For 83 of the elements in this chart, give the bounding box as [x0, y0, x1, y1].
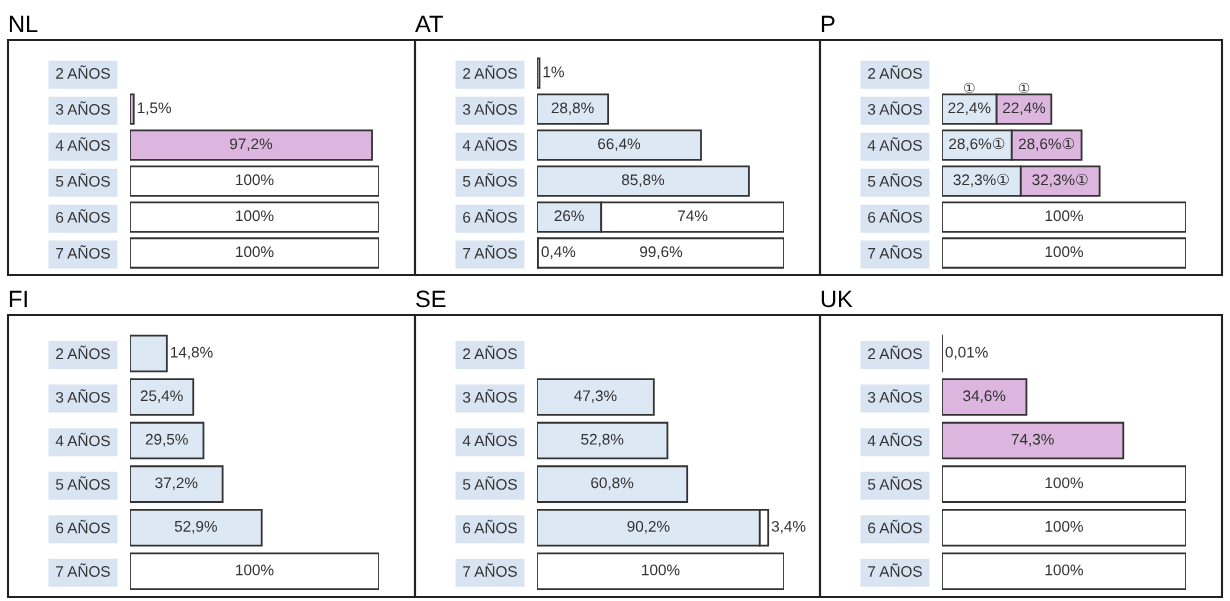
data-label: 32,3%① [1032, 173, 1088, 187]
y-tick-label: 5 AÑOS [55, 476, 110, 490]
data-label: 29,5% [145, 433, 188, 447]
data-label: 32,3%① [953, 173, 1009, 187]
y-tick-label: 3 AÑOS [462, 389, 517, 403]
chart-title: FI [9, 290, 27, 308]
data-label: 100% [1045, 477, 1083, 489]
y-tick-label: 3 AÑOS [867, 101, 922, 115]
chart-title: NL [9, 15, 38, 33]
y-tick-label: 6 AÑOS [463, 209, 517, 223]
chart-title: P [821, 15, 835, 33]
data-label: 22,4% [948, 102, 991, 116]
y-tick-label: 7 AÑOS [56, 563, 110, 577]
y-tick-label: 2 AÑOS [868, 345, 922, 360]
chart-title: UK [821, 290, 853, 308]
y-tick-label: 7 AÑOS [463, 563, 517, 577]
y-tick-label: 7 AÑOS [56, 245, 110, 259]
data-label: 85,8% [621, 174, 665, 187]
y-tick-label: 4 AÑOS [55, 137, 110, 151]
y-tick-label: 3 AÑOS [55, 101, 110, 115]
data-label: 0,4% [541, 246, 576, 259]
data-label: 14,8% [171, 346, 213, 360]
y-tick-label: 5 AÑOS [462, 173, 517, 187]
y-tick-label: 3 AÑOS [867, 389, 922, 403]
y-tick-label: 6 AÑOS [463, 519, 517, 534]
data-label: 37,2% [155, 477, 198, 491]
y-tick-label: 4 AÑOS [462, 432, 517, 447]
y-tick-label: 7 AÑOS [463, 245, 517, 259]
data-label: 60,8% [591, 477, 634, 491]
y-tick-label: 2 AÑOS [56, 345, 110, 360]
y-tick-label: 3 AÑOS [462, 101, 517, 115]
data-label: 100% [236, 210, 274, 222]
data-label: 1,5% [137, 102, 171, 116]
y-tick-label: 2 AÑOS [463, 65, 517, 79]
y-tick-label: 4 AÑOS [55, 432, 110, 447]
data-label: 74% [678, 210, 708, 222]
y-tick-label: 5 AÑOS [867, 173, 922, 187]
data-label: 26% [554, 210, 584, 222]
data-label: 100% [236, 246, 274, 258]
annotation: ① [964, 82, 975, 94]
data-label: 28,8% [551, 102, 594, 116]
data-label: 99,6% [640, 246, 683, 259]
data-label: 100% [236, 564, 274, 576]
chart-title: SE [416, 290, 446, 308]
data-label: 47,3% [574, 390, 617, 403]
y-tick-label: 4 AÑOS [867, 432, 922, 447]
y-tick-label: 6 AÑOS [868, 209, 922, 223]
data-label: 66,4% [598, 138, 641, 152]
data-label: 0,01% [945, 346, 988, 360]
data-label: 3,4% [771, 520, 806, 534]
data-label: 90,2% [627, 520, 670, 534]
data-label: 28,6%① [949, 137, 1005, 152]
y-tick-label: 2 AÑOS [868, 65, 922, 79]
data-label: 25,4% [140, 390, 183, 403]
data-label: 97,2% [230, 138, 273, 152]
y-tick-label: 7 AÑOS [868, 563, 922, 577]
data-label: 100% [1045, 246, 1083, 258]
y-tick-label: 5 AÑOS [462, 476, 517, 490]
data-label: 100% [1045, 564, 1083, 576]
y-tick-label: 4 AÑOS [867, 137, 922, 151]
annotation: ① [1018, 82, 1030, 94]
data-label: 100% [642, 564, 680, 576]
data-label: 28,6%① [1018, 137, 1075, 152]
y-tick-label: 5 AÑOS [55, 173, 110, 187]
data-label: 100% [236, 174, 274, 186]
data-label: 100% [1045, 520, 1083, 532]
y-tick-label: 2 AÑOS [463, 345, 517, 360]
data-label: 22,4% [1003, 102, 1046, 116]
y-tick-label: 6 AÑOS [868, 519, 922, 534]
chart-title: AT [415, 15, 443, 33]
data-label: 34,6% [963, 390, 1006, 403]
y-tick-label: 4 AÑOS [462, 137, 517, 151]
data-label: 100% [1045, 210, 1083, 222]
y-tick-label: 3 AÑOS [55, 389, 110, 403]
y-tick-label: 6 AÑOS [56, 209, 110, 223]
y-tick-label: 7 AÑOS [868, 245, 922, 259]
data-label: 52,8% [581, 433, 624, 447]
y-tick-label: 2 AÑOS [56, 65, 110, 79]
data-label: 1% [543, 66, 564, 78]
y-tick-label: 5 AÑOS [867, 476, 922, 490]
data-label: 52,9% [174, 520, 217, 534]
data-label: 74,3% [1011, 433, 1054, 447]
y-tick-label: 6 AÑOS [56, 519, 110, 534]
